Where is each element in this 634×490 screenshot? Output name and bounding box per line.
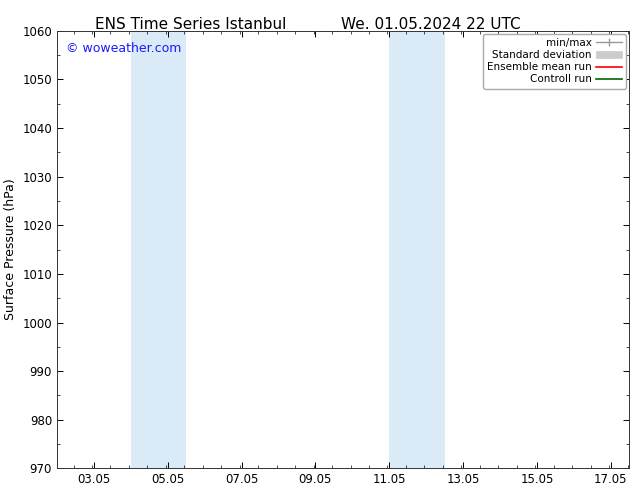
Bar bbox=[389, 31, 444, 468]
Text: © woweather.com: © woweather.com bbox=[65, 42, 181, 55]
Text: We. 01.05.2024 22 UTC: We. 01.05.2024 22 UTC bbox=[341, 17, 521, 32]
Text: ENS Time Series Istanbul: ENS Time Series Istanbul bbox=[94, 17, 286, 32]
Y-axis label: Surface Pressure (hPa): Surface Pressure (hPa) bbox=[4, 179, 16, 320]
Bar bbox=[131, 31, 186, 468]
Legend: min/max, Standard deviation, Ensemble mean run, Controll run: min/max, Standard deviation, Ensemble me… bbox=[483, 34, 626, 89]
